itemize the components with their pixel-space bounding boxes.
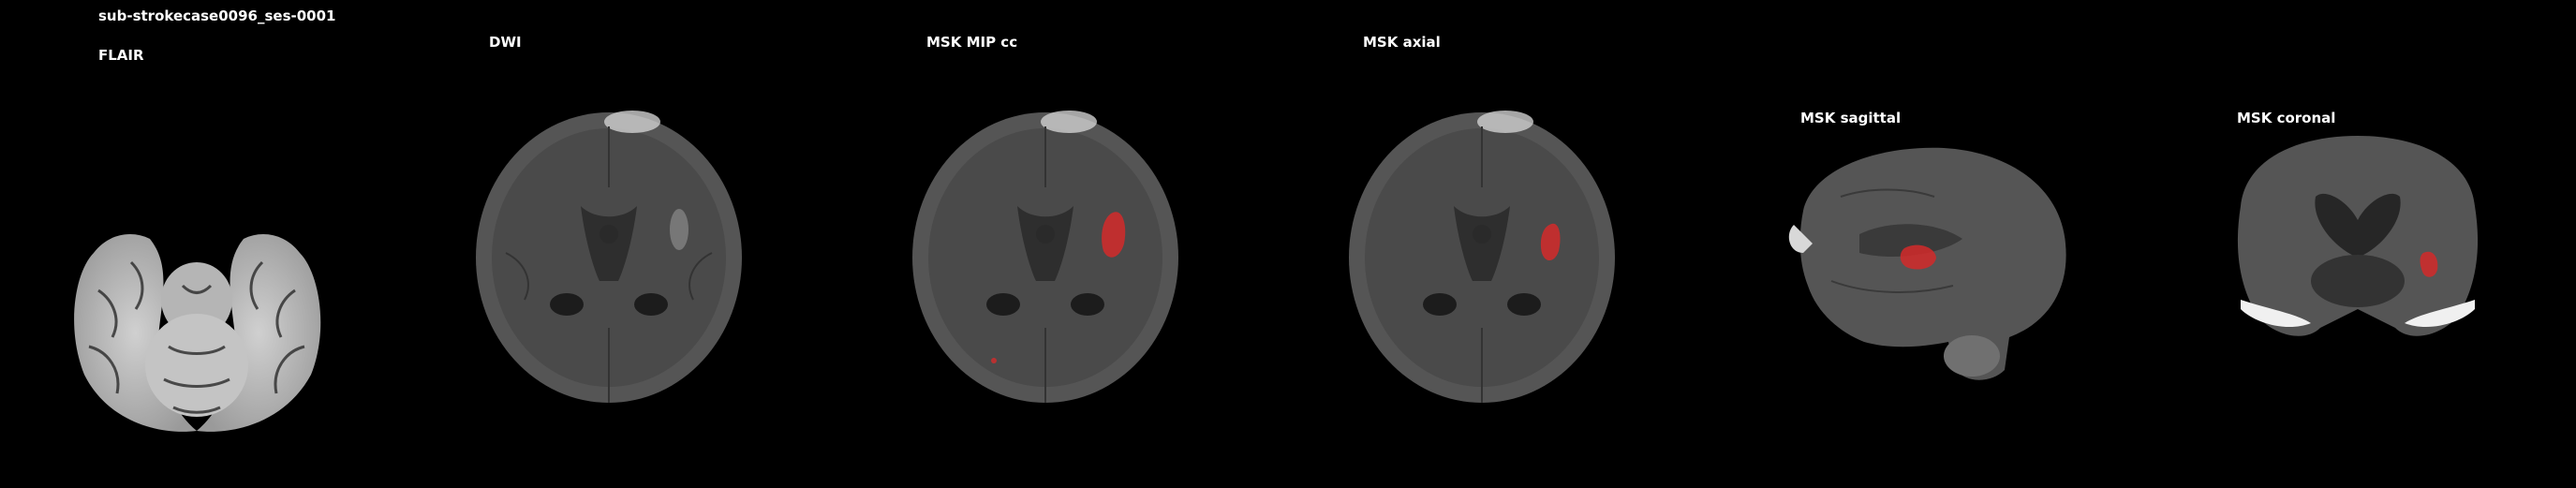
panel-label-msk-sagittal: MSK sagittal <box>1800 110 1902 126</box>
msk-axial-image <box>1341 103 1622 412</box>
panel-label-msk-coronal: MSK coronal <box>2237 110 2336 126</box>
panel-label-dwi: DWI <box>489 34 522 51</box>
subject-id: sub-strokecase0096_ses-0001 <box>98 7 336 24</box>
dwi-image <box>468 103 749 412</box>
msk-mip-image <box>905 103 1186 412</box>
panel-label-msk-mip: MSK MIP cc <box>926 34 1018 51</box>
lesion-mask-sagittal <box>1900 244 1936 270</box>
panel-label-msk-axial: MSK axial <box>1363 34 1441 51</box>
lesion-mask-coronal <box>2420 251 2438 277</box>
lesion-mask-mip <box>1102 212 1126 258</box>
msk-sagittal-image <box>1784 131 2075 393</box>
panel-label-flair: FLAIR <box>98 47 144 64</box>
flair-image <box>56 187 337 440</box>
lesion-mask-axial <box>1540 223 1561 261</box>
msk-coronal-image <box>2222 131 2494 356</box>
